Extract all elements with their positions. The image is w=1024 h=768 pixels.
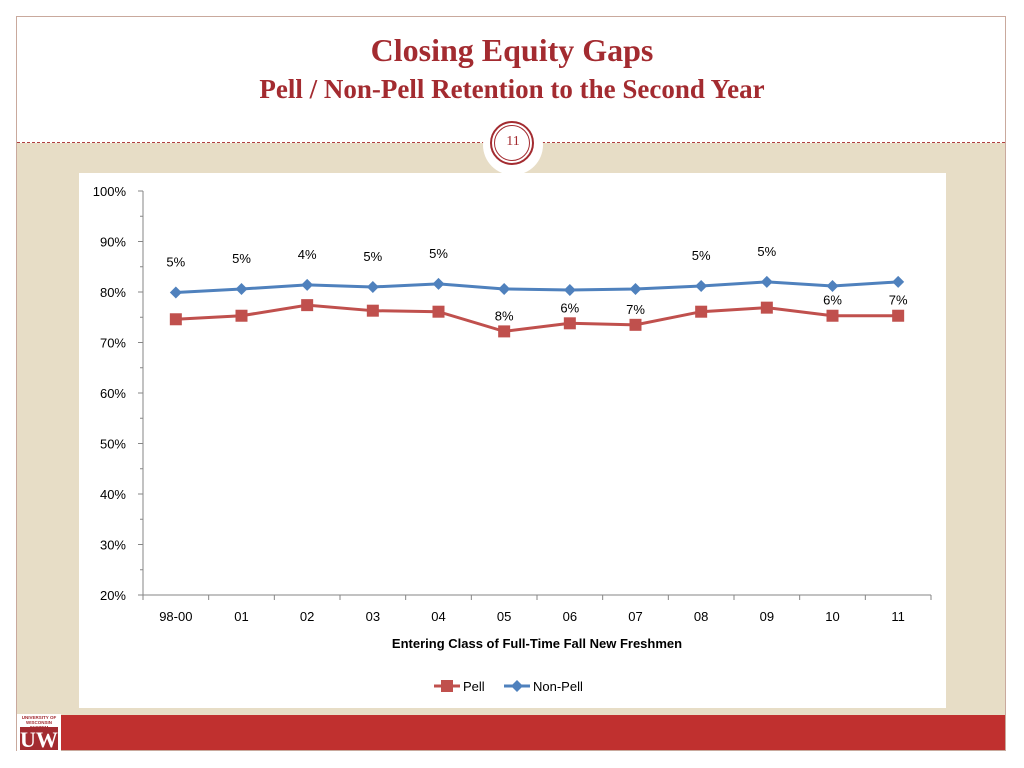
y-tick-label: 100% bbox=[93, 184, 127, 199]
non-pell-data-point bbox=[169, 286, 182, 299]
x-tick-label: 07 bbox=[628, 609, 642, 624]
non-pell-data-point bbox=[826, 279, 839, 292]
page-number: 11 bbox=[506, 134, 520, 149]
non-pell-data-point bbox=[760, 275, 773, 288]
x-tick-label: 02 bbox=[300, 609, 314, 624]
slide-frame bbox=[16, 16, 1006, 751]
x-tick-label: 04 bbox=[431, 609, 445, 624]
non-pell-data-point bbox=[563, 283, 576, 296]
gap-label: 5% bbox=[692, 248, 711, 263]
page-number-inner-ring bbox=[494, 125, 530, 161]
x-axis-title: Entering Class of Full-Time Fall New Fre… bbox=[392, 636, 682, 651]
y-tick-label: 30% bbox=[100, 538, 126, 553]
pell-data-point bbox=[892, 309, 905, 322]
legend-pell-label: Pell bbox=[463, 679, 485, 694]
slide-subtitle: Pell / Non-Pell Retention to the Second … bbox=[259, 74, 765, 104]
gap-label: 6% bbox=[823, 293, 842, 308]
gap-label: 8% bbox=[495, 308, 514, 323]
pell-data-point bbox=[366, 304, 379, 317]
logo-mark: UW bbox=[20, 727, 58, 752]
x-tick-label: 01 bbox=[234, 609, 248, 624]
y-tick-label: 90% bbox=[100, 235, 126, 250]
pell-data-point bbox=[629, 318, 642, 331]
pell-data-point bbox=[760, 301, 773, 314]
y-tick-label: 70% bbox=[100, 336, 126, 351]
pell-data-point bbox=[169, 313, 182, 326]
pell-series-line bbox=[175, 303, 899, 333]
non-pell-data-point bbox=[235, 282, 248, 295]
non-pell-data-point bbox=[892, 275, 905, 288]
pell-data-point bbox=[235, 309, 248, 322]
gap-label: 7% bbox=[889, 293, 908, 308]
gap-label: 4% bbox=[298, 247, 317, 262]
y-tick-label: 40% bbox=[100, 487, 126, 502]
non-pell-data-point bbox=[629, 282, 642, 295]
uw-logo: UNIVERSITY OF WISCONSIN SYSTEM UW bbox=[17, 714, 61, 752]
y-tick-label: 60% bbox=[100, 386, 126, 401]
y-tick-label: 50% bbox=[100, 437, 126, 452]
non-pell-data-point bbox=[498, 282, 511, 295]
gap-label: 5% bbox=[429, 246, 448, 261]
gap-label: 5% bbox=[363, 249, 382, 264]
page-number-ring bbox=[490, 121, 534, 165]
pell-data-point bbox=[301, 299, 314, 312]
non-pell-data-point bbox=[432, 277, 445, 290]
legend-non-pell-label: Non-Pell bbox=[533, 679, 583, 694]
gap-label: 6% bbox=[560, 300, 579, 315]
x-tick-label: 05 bbox=[497, 609, 511, 624]
y-tick-label: 20% bbox=[100, 588, 126, 603]
uw-logo-mark-icon: UW bbox=[20, 727, 58, 752]
slide-title: Closing Equity Gaps bbox=[370, 32, 654, 68]
pell-data-point bbox=[498, 325, 511, 338]
y-tick-label: 80% bbox=[100, 285, 126, 300]
pell-data-point bbox=[563, 317, 576, 330]
pell-data-point bbox=[826, 309, 839, 322]
x-tick-label: 09 bbox=[760, 609, 774, 624]
non-pell-data-point bbox=[301, 278, 314, 291]
x-tick-label: 11 bbox=[891, 609, 905, 624]
non-pell-data-point bbox=[366, 280, 379, 293]
gap-label: 7% bbox=[626, 302, 645, 317]
legend-pell-marker bbox=[441, 680, 453, 692]
retention-line-chart: 20% 30% 40% 50% 60% 70% 80% 90% 100% 98-00 01 02 03 0… bbox=[93, 184, 932, 694]
gap-label: 5% bbox=[757, 244, 776, 259]
x-tick-label: 98-00 bbox=[159, 609, 192, 624]
legend-non-pell-marker bbox=[511, 680, 523, 692]
gap-label: 5% bbox=[232, 251, 251, 266]
x-tick-label: 06 bbox=[563, 609, 577, 624]
non-pell-series-line bbox=[175, 280, 899, 295]
gap-label: 5% bbox=[166, 255, 185, 270]
pell-data-point bbox=[695, 305, 708, 318]
chart-panel: 20% 30% 40% 50% 60% 70% 80% 90% 100% 98-00 01 02 03 0… bbox=[79, 173, 946, 708]
x-tick-label: 08 bbox=[694, 609, 708, 624]
x-tick-label: 10 bbox=[825, 609, 839, 624]
non-pell-data-point bbox=[695, 279, 708, 292]
x-tick-label: 03 bbox=[366, 609, 380, 624]
footer-bar bbox=[61, 715, 1005, 750]
pell-data-point bbox=[432, 305, 445, 318]
